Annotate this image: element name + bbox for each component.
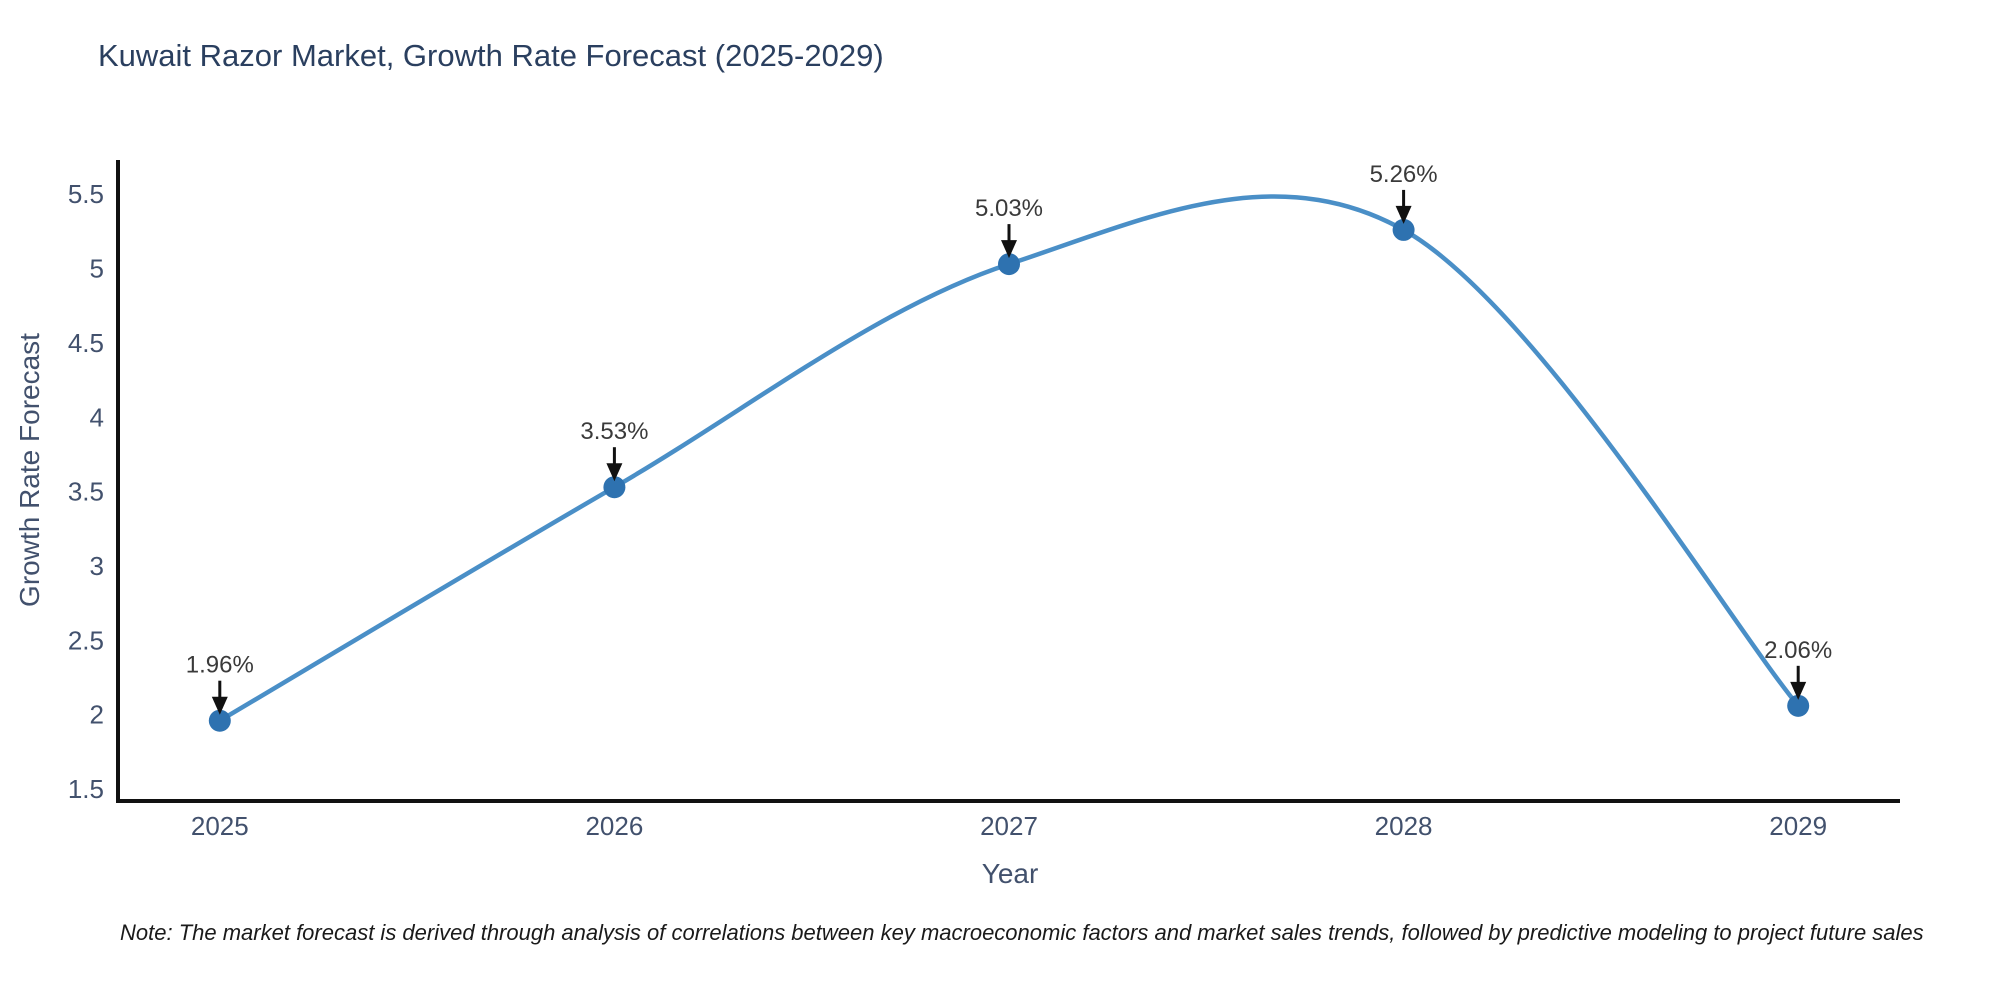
y-tick-label: 5	[90, 254, 104, 284]
annotation-label: 2.06%	[1764, 637, 1832, 664]
annotation-arrowhead	[1790, 681, 1807, 700]
data-point-marker[interactable]	[998, 253, 1020, 276]
annotation-arrowhead	[211, 696, 228, 715]
y-tick-label: 4	[90, 402, 104, 432]
annotation-label: 5.26%	[1370, 161, 1438, 188]
annotation-arrowhead	[606, 463, 623, 482]
x-tick-label: 2028	[1375, 811, 1433, 841]
annotation-label: 3.53%	[580, 418, 648, 445]
y-tick-label: 3.5	[68, 477, 104, 507]
chart-title: Kuwait Razor Market, Growth Rate Forecas…	[98, 38, 884, 73]
data-point-marker[interactable]	[603, 476, 626, 499]
y-tick-label: 3	[90, 551, 104, 581]
x-axis-title: Year	[981, 858, 1039, 889]
y-tick-label: 5.5	[68, 179, 104, 209]
y-tick-label: 4.5	[68, 328, 104, 358]
y-tick-label: 1.5	[68, 774, 104, 804]
annotation-arrowhead	[1395, 205, 1412, 224]
annotation-arrowhead	[1001, 240, 1017, 259]
annotation-label: 5.03%	[975, 195, 1043, 222]
x-tick-label: 2029	[1769, 811, 1827, 841]
note-text: Note: The market forecast is derived thr…	[120, 920, 1924, 945]
data-point-marker[interactable]	[1787, 694, 1810, 717]
x-tick-label: 2026	[585, 811, 643, 841]
y-tick-label: 2.5	[68, 625, 104, 655]
x-tick-label: 2027	[980, 811, 1038, 841]
data-point-marker[interactable]	[1392, 218, 1415, 241]
data-point-marker[interactable]	[208, 709, 231, 732]
x-tick-label: 2025	[191, 811, 249, 841]
y-tick-label: 2	[90, 700, 104, 730]
annotation-label: 1.96%	[186, 652, 254, 679]
trend-line	[217, 194, 1801, 723]
